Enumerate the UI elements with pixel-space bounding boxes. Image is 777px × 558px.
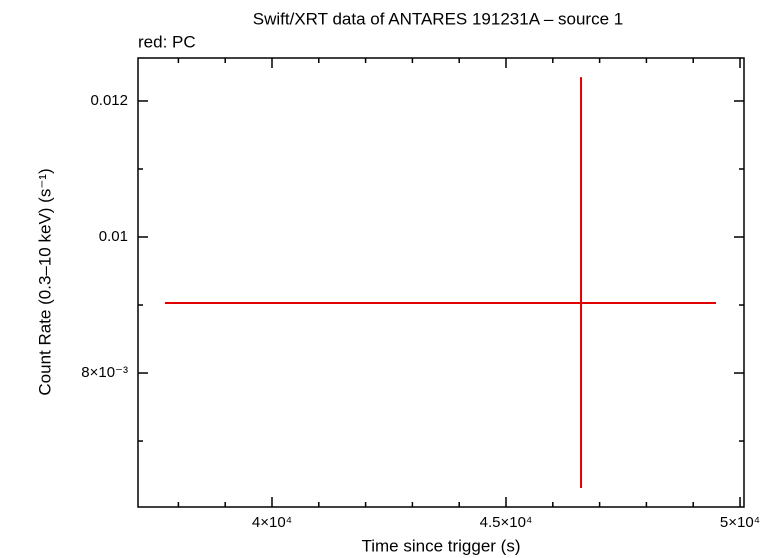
x-tick-label: 5×10⁴ — [720, 514, 760, 531]
plot-frame — [137, 57, 745, 508]
y-axis-label: Count Rate (0.3–10 keV) (s⁻¹) — [35, 168, 54, 395]
y-tick-label: 8×10⁻³ — [81, 364, 128, 381]
x-tick-label: 4.5×10⁴ — [480, 514, 533, 531]
y-tick-label: 0.01 — [99, 228, 128, 245]
annotation: red: PC — [138, 32, 196, 51]
y-tick-label: 0.012 — [90, 92, 128, 109]
x-tick-label: 4×10⁴ — [252, 514, 292, 531]
chart-title: Swift/XRT data of ANTARES 191231A – sour… — [253, 9, 623, 28]
x-axis-label: Time since trigger (s) — [361, 536, 520, 555]
